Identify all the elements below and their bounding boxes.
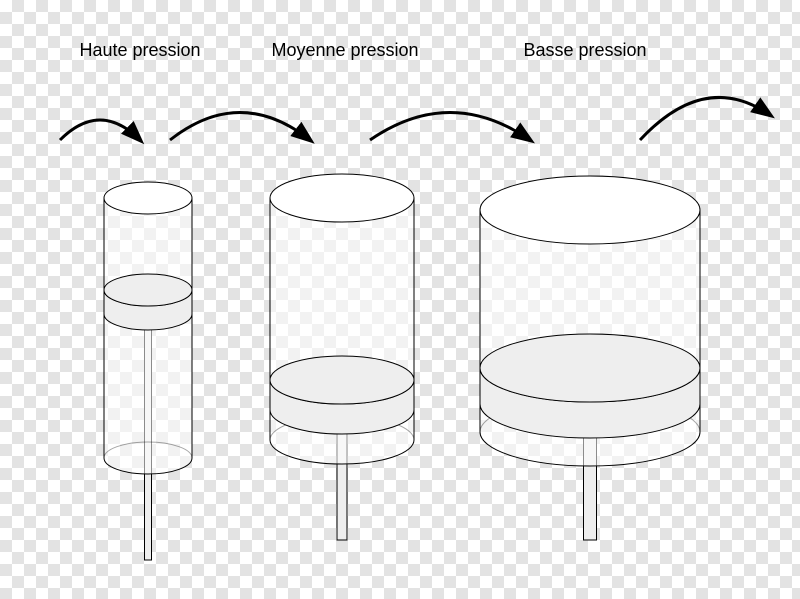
piston-top bbox=[104, 274, 192, 306]
piston-top bbox=[480, 334, 700, 402]
label-mid: Moyenne pression bbox=[271, 40, 418, 60]
cylinder-high bbox=[104, 182, 192, 560]
piston-top bbox=[270, 356, 414, 404]
cylinder-mid bbox=[270, 174, 414, 540]
cylinders-group bbox=[104, 174, 700, 560]
cylinder-top-rim bbox=[270, 174, 414, 222]
label-low: Basse pression bbox=[523, 40, 646, 60]
diagram-stage: Haute pression Moyenne pression Basse pr… bbox=[0, 0, 800, 599]
arrow-out bbox=[640, 97, 770, 140]
label-high: Haute pression bbox=[79, 40, 200, 60]
arrow-high-mid bbox=[170, 113, 310, 141]
arrow-mid-low bbox=[370, 113, 530, 141]
cylinder-top-rim bbox=[480, 176, 700, 244]
cylinder-top-rim bbox=[104, 182, 192, 214]
arrows-group bbox=[60, 97, 770, 140]
arrow-in bbox=[60, 120, 140, 140]
cylinder-wall bbox=[104, 198, 192, 474]
cylinder-low bbox=[480, 176, 700, 540]
